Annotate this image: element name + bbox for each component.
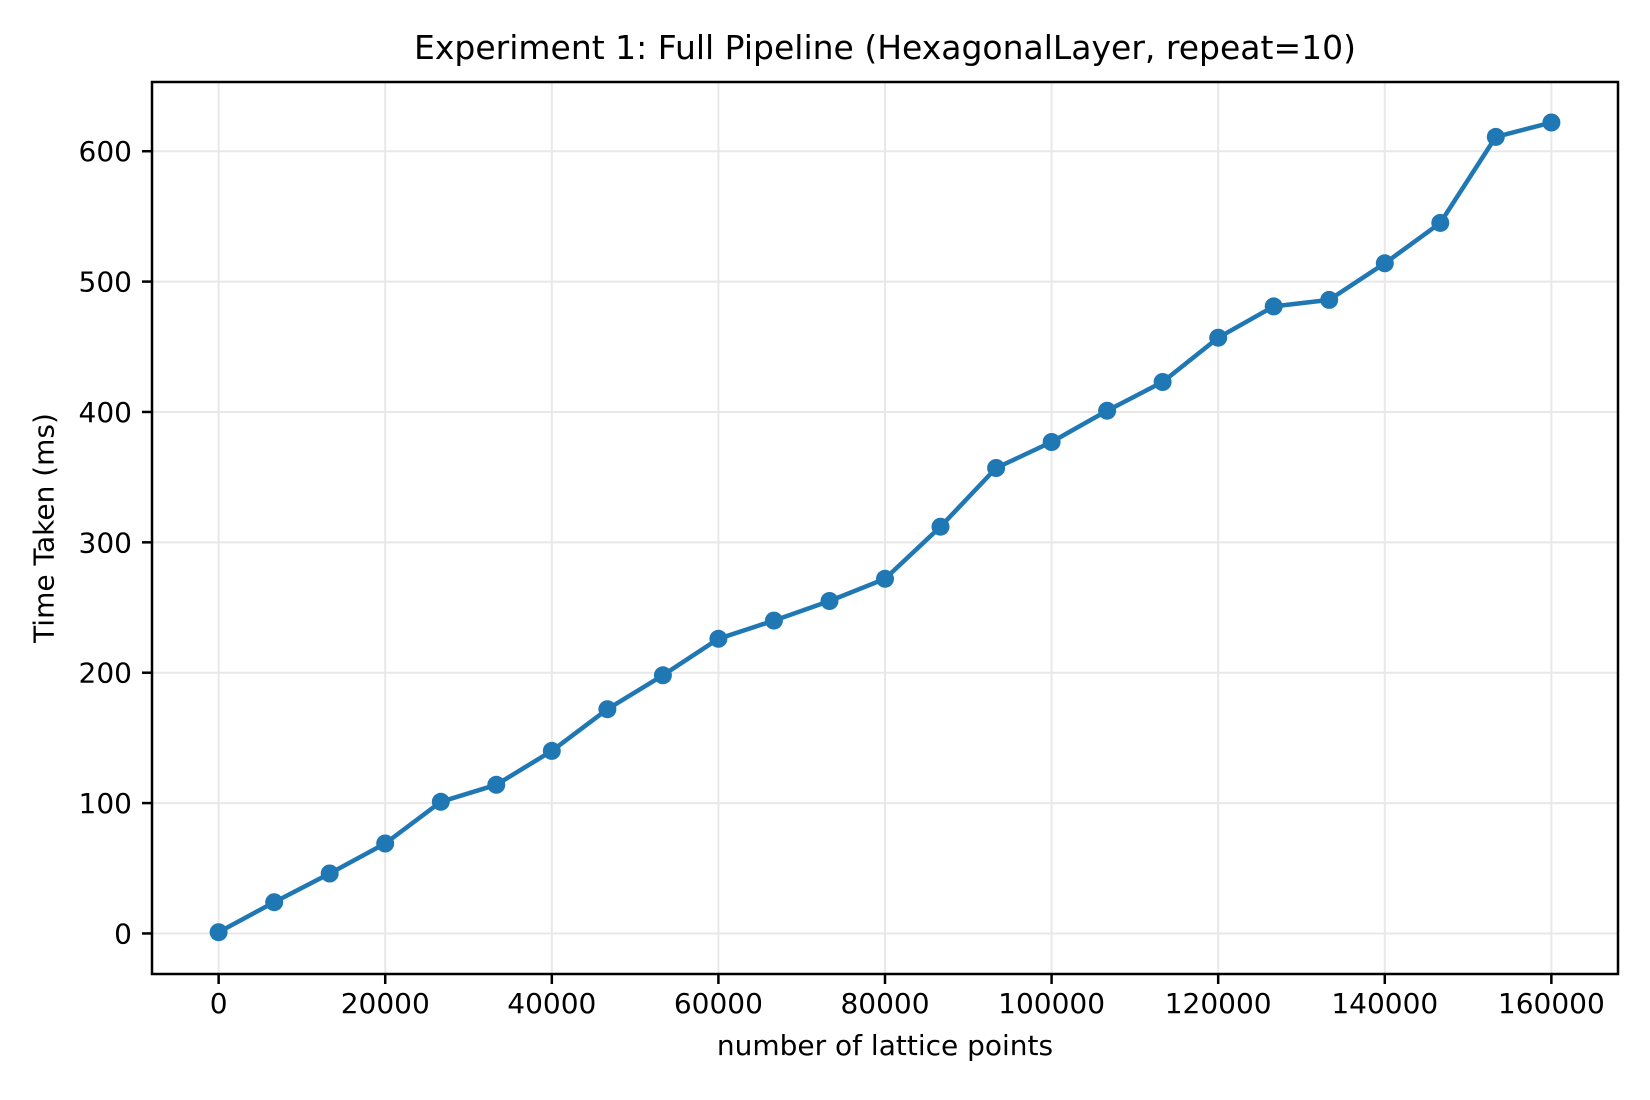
y-tick-label: 600 xyxy=(79,135,132,168)
data-point xyxy=(764,611,783,630)
data-point xyxy=(931,517,950,536)
x-tick-label: 80000 xyxy=(840,987,929,1020)
chart-title: Experiment 1: Full Pipeline (HexagonalLa… xyxy=(414,28,1356,67)
data-point xyxy=(598,700,617,719)
y-tick-label: 500 xyxy=(79,266,132,299)
data-point xyxy=(320,864,339,883)
x-axis-label: number of lattice points xyxy=(716,1029,1054,1062)
y-tick-label: 400 xyxy=(79,396,132,429)
data-point xyxy=(820,592,839,610)
y-tick-label: 200 xyxy=(79,657,132,690)
data-point xyxy=(709,629,728,648)
data-point xyxy=(209,923,228,942)
data-point xyxy=(987,459,1006,477)
x-tick-label: 140000 xyxy=(1331,987,1438,1020)
data-point xyxy=(1264,297,1283,316)
data-point xyxy=(1542,113,1561,132)
data-point xyxy=(265,893,284,912)
x-tick-label: 20000 xyxy=(341,987,430,1020)
data-point xyxy=(487,775,506,794)
data-point xyxy=(1486,127,1505,146)
y-tick-label: 100 xyxy=(79,787,132,820)
data-point xyxy=(1431,213,1450,232)
data-point xyxy=(1320,290,1339,309)
x-tick-label: 60000 xyxy=(674,987,763,1020)
x-tick-label: 0 xyxy=(210,987,228,1020)
data-point xyxy=(431,792,450,811)
data-point xyxy=(376,834,395,853)
data-point xyxy=(542,741,561,760)
data-point xyxy=(1098,401,1117,420)
data-point xyxy=(876,569,894,588)
data-point xyxy=(1375,254,1394,273)
y-tick-label: 0 xyxy=(114,917,132,950)
x-tick-label: 40000 xyxy=(507,987,596,1020)
y-tick-label: 300 xyxy=(79,526,132,559)
data-point xyxy=(1153,373,1172,391)
x-tick-label: 160000 xyxy=(1498,987,1605,1020)
data-point xyxy=(1042,433,1061,451)
x-tick-label: 120000 xyxy=(1165,987,1272,1020)
x-tick-label: 100000 xyxy=(998,987,1105,1020)
data-point xyxy=(1209,328,1228,347)
data-point xyxy=(653,666,672,685)
